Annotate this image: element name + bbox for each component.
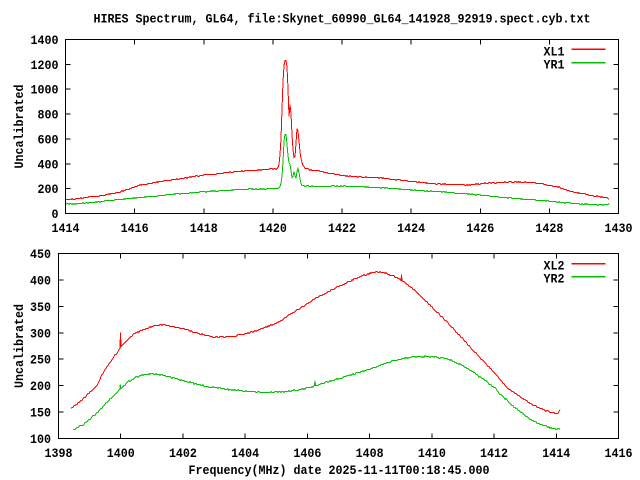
- svg-text:1420: 1420: [259, 221, 287, 236]
- svg-text:HIRES Spectrum, GL64, file:Sky: HIRES Spectrum, GL64, file:Skynet_60990_…: [94, 12, 591, 27]
- svg-text:1408: 1408: [356, 446, 384, 461]
- svg-text:Uncalibrated: Uncalibrated: [12, 85, 27, 169]
- svg-text:400: 400: [38, 157, 59, 172]
- svg-text:400: 400: [30, 273, 51, 288]
- svg-text:150: 150: [30, 406, 51, 421]
- svg-text:1404: 1404: [231, 446, 259, 461]
- svg-text:Uncalibrated: Uncalibrated: [12, 304, 27, 388]
- svg-text:1430: 1430: [605, 221, 633, 236]
- svg-text:1428: 1428: [535, 221, 563, 236]
- svg-text:1406: 1406: [293, 446, 321, 461]
- svg-text:1424: 1424: [397, 221, 425, 236]
- svg-text:1200: 1200: [31, 58, 59, 73]
- svg-text:600: 600: [38, 132, 59, 147]
- svg-text:1398: 1398: [45, 446, 73, 461]
- svg-text:1426: 1426: [466, 221, 494, 236]
- svg-text:1418: 1418: [190, 221, 218, 236]
- svg-text:YR2: YR2: [544, 271, 565, 286]
- svg-text:250: 250: [30, 353, 51, 368]
- svg-text:800: 800: [38, 108, 59, 123]
- svg-text:1414: 1414: [52, 221, 80, 236]
- svg-text:1414: 1414: [542, 446, 570, 461]
- svg-text:300: 300: [30, 326, 51, 341]
- svg-text:0: 0: [52, 207, 59, 222]
- svg-text:YR1: YR1: [544, 57, 565, 72]
- svg-text:1400: 1400: [31, 33, 59, 48]
- svg-text:Frequency(MHz) date 2025-11-11: Frequency(MHz) date 2025-11-11T00:18:45.…: [189, 463, 490, 478]
- svg-text:1400: 1400: [107, 446, 135, 461]
- svg-text:XL1: XL1: [544, 45, 565, 60]
- svg-text:1416: 1416: [121, 221, 149, 236]
- svg-text:1416: 1416: [605, 446, 633, 461]
- svg-text:1410: 1410: [418, 446, 446, 461]
- svg-text:450: 450: [30, 247, 51, 262]
- svg-text:1412: 1412: [480, 446, 508, 461]
- svg-text:350: 350: [30, 300, 51, 315]
- svg-text:200: 200: [30, 379, 51, 394]
- svg-text:1000: 1000: [31, 83, 59, 98]
- svg-text:1402: 1402: [169, 446, 197, 461]
- svg-text:200: 200: [38, 182, 59, 197]
- svg-text:XL2: XL2: [544, 259, 565, 274]
- svg-text:100: 100: [30, 432, 51, 447]
- svg-text:1422: 1422: [328, 221, 356, 236]
